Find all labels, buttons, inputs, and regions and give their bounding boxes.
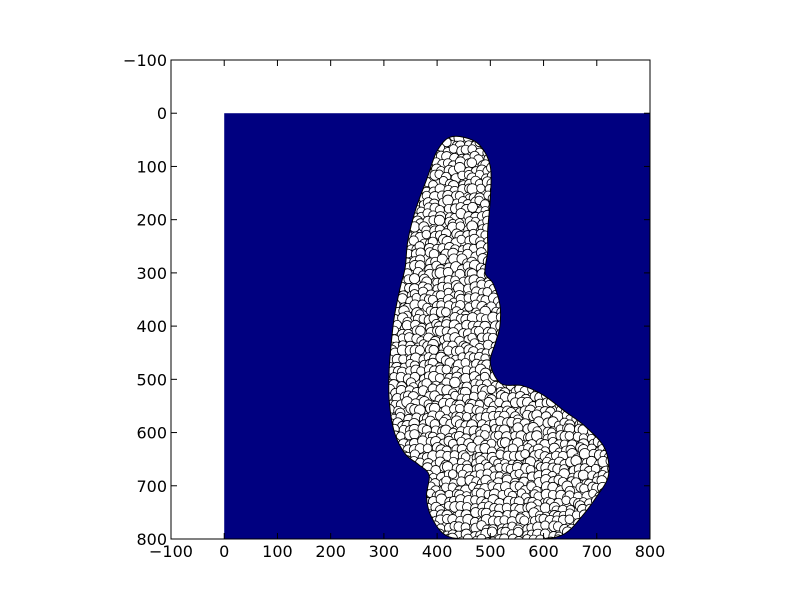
y-tick-label: 0 <box>157 104 167 123</box>
marker-point <box>607 463 609 474</box>
marker-point <box>421 229 431 240</box>
marker-point <box>409 273 420 285</box>
marker-point <box>482 537 494 539</box>
marker-point <box>564 514 575 525</box>
marker-point <box>564 431 575 441</box>
y-tick-label: 500 <box>136 370 167 389</box>
marker-point <box>441 307 451 317</box>
marker-point <box>441 364 452 375</box>
y-tick-label: 800 <box>136 530 167 549</box>
marker-cluster-outline <box>388 135 610 539</box>
marker-point <box>467 201 479 213</box>
marker-point <box>442 194 454 206</box>
marker-point <box>519 515 530 526</box>
marker-point <box>447 469 458 479</box>
x-tick-label: 800 <box>635 542 666 561</box>
x-tick-label: 0 <box>219 542 229 561</box>
marker-point <box>456 476 467 487</box>
y-tick-label: 400 <box>136 317 167 336</box>
marker-point <box>433 214 446 227</box>
y-tick-label: 700 <box>136 477 167 496</box>
marker-point <box>486 526 498 537</box>
marker-point <box>456 536 468 539</box>
y-axis: −100 0 100 200 300 400 500 600 700 800 <box>123 51 650 549</box>
x-tick-label: 100 <box>262 542 293 561</box>
x-tick-label: 300 <box>369 542 400 561</box>
x-tick-label: −100 <box>149 542 193 561</box>
x-tick-label: 700 <box>582 542 613 561</box>
marker-point <box>520 449 530 459</box>
x-axis: −100 0 100 200 300 400 500 600 700 800 <box>149 60 665 561</box>
marker-point <box>486 384 496 395</box>
marker-point <box>561 495 571 505</box>
marker-point <box>462 412 472 422</box>
y-tick-label: 600 <box>136 424 167 443</box>
marker-point <box>466 183 478 195</box>
axes-frame <box>170 59 651 540</box>
x-tick-label: 400 <box>422 542 453 561</box>
marker-point <box>449 376 461 389</box>
marker-point <box>545 536 557 539</box>
marker-point <box>456 234 466 245</box>
marker-point <box>409 429 420 440</box>
y-tick-label: 200 <box>136 211 167 230</box>
marker-point <box>480 430 490 440</box>
marker-point <box>542 537 552 539</box>
x-tick-label: 500 <box>475 542 506 561</box>
y-tick-label: 300 <box>136 264 167 283</box>
marker-point <box>535 534 546 539</box>
marker-point <box>388 392 393 402</box>
y-tick-label: −100 <box>123 51 167 70</box>
x-tick-label: 600 <box>528 542 559 561</box>
y-tick-label: 100 <box>136 157 167 176</box>
x-tick-label: 200 <box>315 542 346 561</box>
marker-point <box>466 157 478 168</box>
marker-point <box>540 520 550 531</box>
marker-point <box>476 183 486 193</box>
marker-point <box>487 536 499 539</box>
marker-point <box>513 536 525 539</box>
